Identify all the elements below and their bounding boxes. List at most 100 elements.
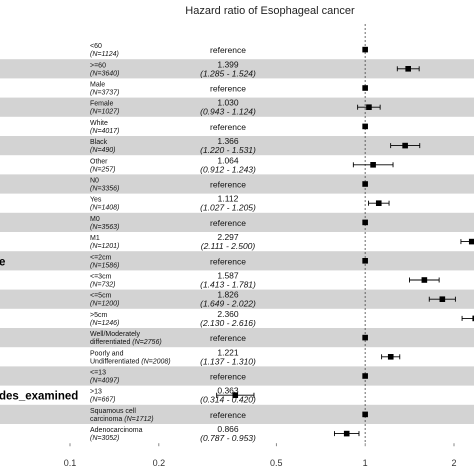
n-label: (N=3563)	[90, 224, 119, 231]
level-label: <=3cm	[90, 274, 112, 281]
level-label-line: carcinoma (N=1712)	[90, 416, 154, 423]
n-label: (N=4017)	[90, 128, 119, 135]
hr-value-label: 0.866	[217, 424, 239, 434]
hr-ci-label: (1.027 - 1.205)	[200, 203, 256, 213]
hr-value-label: 1.221	[217, 347, 239, 357]
hr-point	[375, 200, 382, 206]
variable-label: e	[0, 256, 5, 268]
row-band-shaded	[0, 97, 474, 117]
level-label: Black	[90, 139, 108, 146]
level-label: Well/Moderately differentiated (N=2756)	[90, 331, 162, 346]
hr-ci-label: (1.220 - 1.531)	[200, 145, 256, 155]
hr-value-label: 1.064	[217, 155, 239, 165]
hr-reference-label: reference	[210, 122, 246, 132]
hr-ci-label: (1.413 - 1.781)	[200, 280, 256, 290]
row-band-shaded	[0, 328, 474, 348]
x-axis: 0.1 0.2 0.5 1 2	[64, 443, 457, 468]
level-label-line: Well/Moderately	[90, 331, 141, 338]
variable-label: des_examined	[0, 391, 78, 403]
hr-point	[439, 296, 446, 302]
row-band-shaded	[0, 251, 474, 271]
chart-title: Hazard ratio of Esophageal cancer	[185, 5, 355, 17]
hr-point	[343, 430, 350, 437]
hr-point	[362, 258, 368, 264]
hr-value-label: 2.297	[217, 232, 239, 242]
n-label: (N=1200)	[90, 301, 119, 308]
n-label: (N=1408)	[90, 205, 119, 212]
row-band-shaded	[0, 366, 474, 386]
hr-reference-label: reference	[210, 256, 246, 266]
row-band-shaded	[0, 174, 474, 194]
n-label: (N=3737)	[90, 90, 119, 97]
n-label: (N=257)	[90, 166, 115, 173]
row-band-shaded	[0, 289, 474, 309]
level-label: Male	[90, 82, 105, 89]
hr-value-label: 2.360	[217, 309, 239, 319]
x-tick-label: 2	[451, 458, 456, 468]
hr-reference-label: reference	[210, 45, 246, 55]
n-label: (N=667)	[90, 397, 115, 404]
level-label: White	[90, 120, 108, 127]
hr-point	[405, 66, 411, 72]
level-label: Yes	[90, 197, 102, 204]
level-label: Female	[90, 101, 113, 108]
n-label: (N=1586)	[90, 262, 119, 269]
row-band-shaded	[0, 404, 474, 424]
level-label: Adenocarcinoma	[90, 427, 143, 434]
hr-point	[362, 219, 368, 226]
level-label: >5cm	[90, 312, 107, 319]
level-label-line: Poorly and	[90, 350, 124, 357]
level-label: M1	[90, 235, 100, 242]
hr-value-label: 0.363	[217, 386, 239, 396]
hr-reference-label: reference	[210, 180, 246, 190]
hr-value-label: 1.112	[218, 194, 239, 204]
hr-value-label: 1.399	[217, 59, 239, 69]
level-label-line: Undifferentiated (N=2008)	[90, 358, 171, 365]
hr-point	[362, 85, 368, 91]
n-label: (N=732)	[90, 282, 115, 289]
hr-value-label: 1.826	[217, 290, 239, 300]
hr-ci-label: (0.943 - 1.124)	[200, 107, 256, 117]
level-label: Squamous cell carcinoma (N=1712)	[90, 408, 154, 423]
hr-point	[362, 46, 368, 53]
n-label: (N=1027)	[90, 109, 119, 116]
row-band-shaded	[0, 212, 474, 232]
x-tick-label: 0.1	[64, 458, 77, 468]
n-label: (N=1246)	[90, 320, 119, 327]
hr-point	[232, 392, 239, 398]
n-label: (N=2756)	[132, 339, 161, 346]
hr-reference-label: reference	[210, 218, 246, 228]
level-label: <=5cm	[90, 293, 112, 300]
n-label: (N=4097)	[90, 378, 119, 385]
hr-ci-label: (1.649 - 2.022)	[200, 299, 256, 309]
level-label-line: Squamous cell	[90, 408, 136, 415]
level-label: N0	[90, 178, 99, 185]
n-label: (N=1201)	[90, 243, 119, 250]
level-label: <60	[90, 43, 102, 50]
hr-point	[402, 142, 408, 149]
hr-point	[370, 162, 376, 168]
row-labels: e des_examined <60(N=1124) reference >=60 (N=…	[0, 43, 256, 443]
x-tick-label: 1	[363, 458, 368, 468]
n-label: (N=1712)	[124, 416, 153, 423]
hr-ci-label: (2.111 - 2.500)	[201, 241, 256, 251]
hr-reference-label: reference	[210, 84, 246, 94]
row-band-shaded	[0, 136, 474, 156]
hr-point	[362, 334, 368, 341]
level-label: <=2cm	[90, 254, 112, 261]
level-label: >=60	[90, 62, 106, 69]
level-label: >13	[90, 389, 102, 396]
hr-point	[362, 411, 368, 418]
row-bands	[0, 40, 474, 444]
hr-ci-label: (1.137 - 1.310)	[200, 356, 256, 366]
hr-point	[366, 104, 372, 110]
level-label-line: differentiated (N=2756)	[90, 339, 162, 346]
hr-reference-label: reference	[210, 372, 246, 382]
hr-ci-label: (0.787 - 0.953)	[200, 433, 256, 443]
hr-ci-label: (0.912 - 1.243)	[200, 164, 256, 174]
n-label: (N=1124)	[90, 51, 119, 58]
hr-reference-label: reference	[210, 410, 246, 420]
hr-value-label: 1.587	[217, 271, 239, 281]
n-label: (N=2008)	[141, 358, 170, 365]
